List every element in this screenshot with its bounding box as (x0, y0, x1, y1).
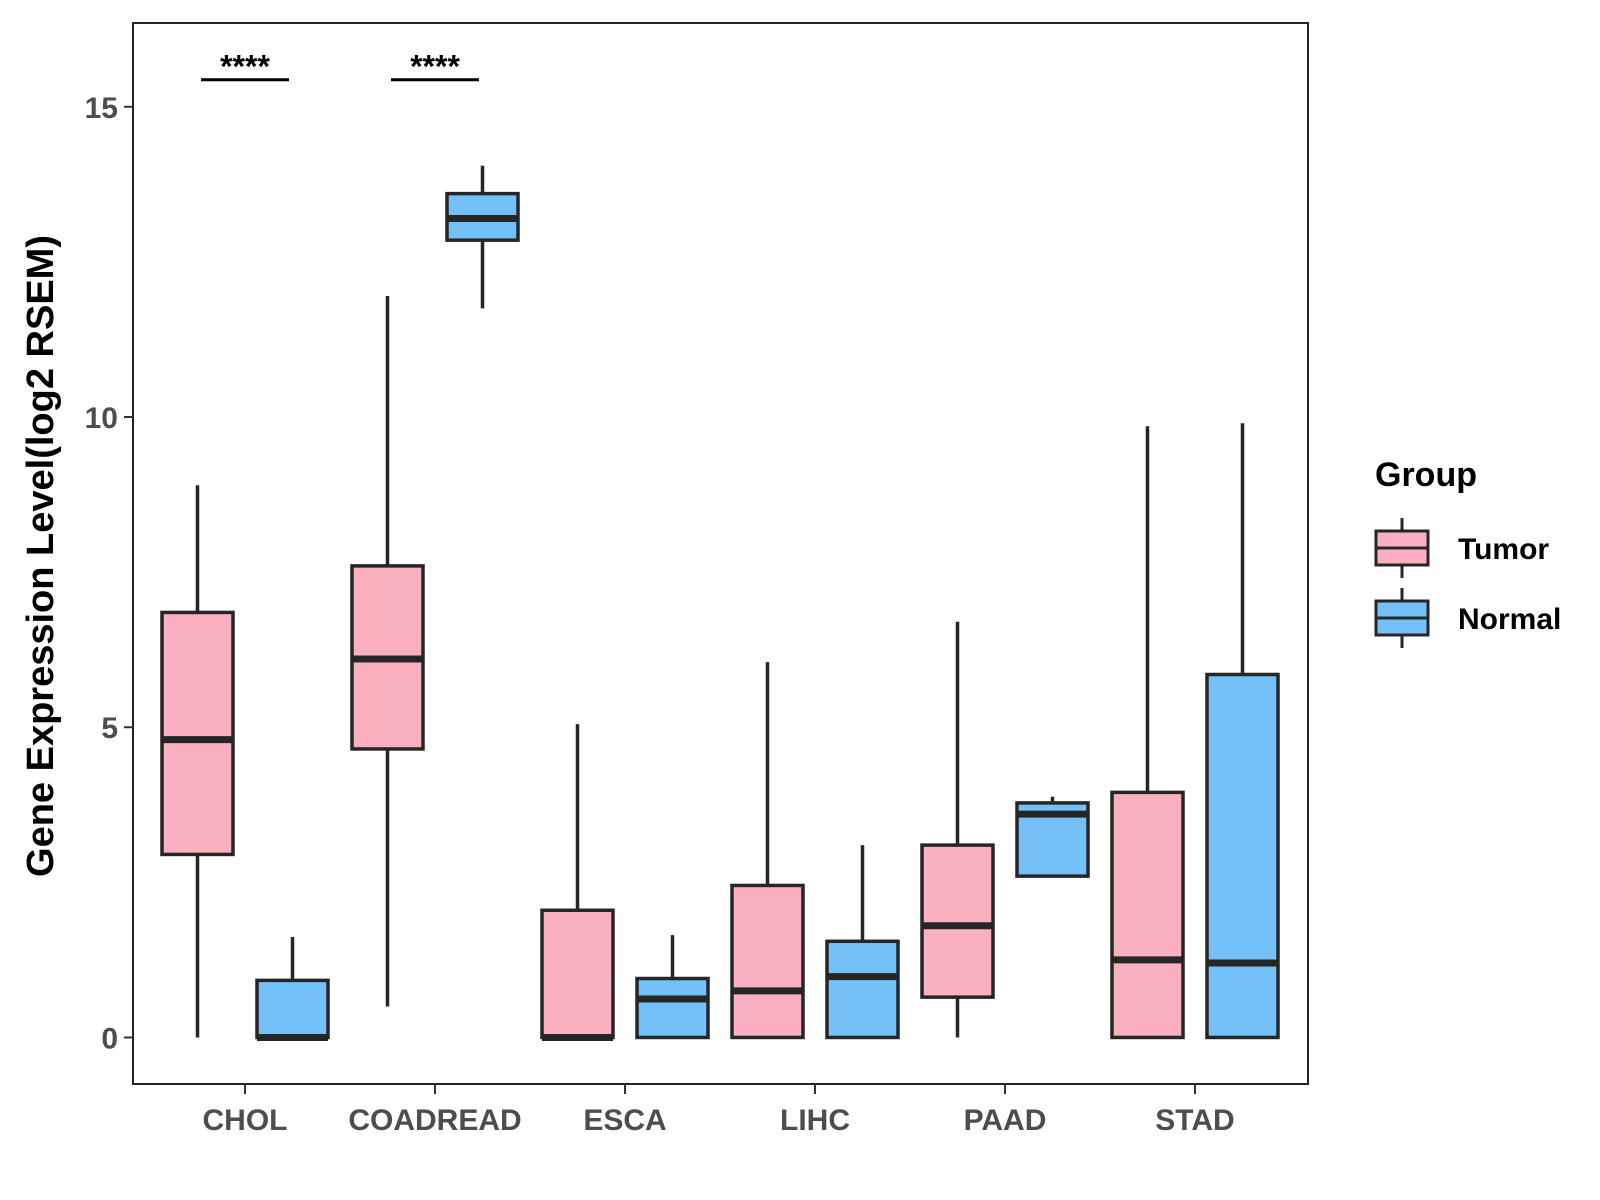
box-iqr (920, 843, 995, 999)
y-tick-label: 10 (85, 402, 118, 435)
box-iqr (730, 883, 805, 1040)
box-normal-esca (635, 935, 710, 1040)
box-normal-stad (1205, 423, 1280, 1040)
legend: Group Tumor Normal (1374, 456, 1561, 648)
x-tick-label: LIHC (780, 1104, 850, 1137)
box-iqr (635, 976, 710, 1040)
x-tick-label: COADREAD (348, 1104, 521, 1137)
box-tumor-lihc (730, 662, 805, 1040)
box-iqr (160, 610, 235, 857)
box-tumor-chol (160, 485, 235, 1038)
box-iqr (255, 978, 330, 1040)
legend-label: Normal (1458, 603, 1561, 636)
significance-label: **** (410, 49, 460, 85)
box-normal-chol (255, 936, 330, 1041)
legend-entry-normal: Normal (1374, 588, 1561, 648)
y-tick-label: 5 (101, 712, 118, 745)
box-iqr (825, 939, 900, 1040)
y-axis-title: Gene Expression Level(log2 RSEM) (20, 235, 62, 877)
plot-area: 0 5 10 15 CHOL COADREAD ESCA LIHC PAAD STAD **** **… (85, 22, 1309, 1137)
x-tick-label: PAAD (964, 1104, 1047, 1137)
box-tumor-paad (920, 621, 995, 1038)
box-tumor-stad (1110, 426, 1185, 1040)
box-normal-coadread (445, 165, 520, 309)
box-iqr (1205, 672, 1280, 1040)
y-tick-label: 0 (101, 1022, 118, 1055)
box-normal-paad (1015, 796, 1090, 878)
box-normal-lihc (825, 845, 900, 1040)
significance-label: **** (220, 49, 270, 85)
x-tick-label: STAD (1155, 1104, 1234, 1137)
x-tick-label: ESCA (583, 1104, 666, 1137)
legend-label: Tumor (1458, 533, 1549, 566)
legend-title: Group (1375, 456, 1477, 494)
legend-entry-tumor: Tumor (1374, 518, 1549, 578)
box-tumor-coadread (350, 296, 425, 1007)
x-tick-label: CHOL (203, 1104, 288, 1137)
box-iqr (1110, 790, 1185, 1040)
box-tumor-esca (540, 724, 615, 1041)
box-iqr (540, 908, 615, 1040)
panel-border (132, 22, 1309, 1085)
y-tick-label: 15 (85, 92, 118, 125)
